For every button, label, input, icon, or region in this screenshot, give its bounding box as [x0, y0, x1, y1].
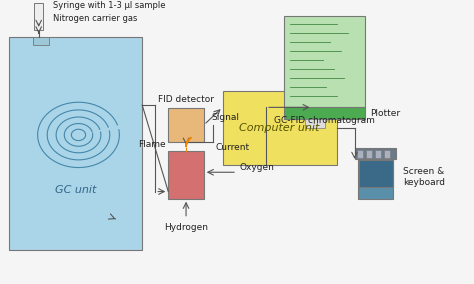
Text: Flame: Flame	[138, 140, 166, 149]
Bar	[284, 107, 365, 119]
Bar	[375, 150, 381, 158]
Bar	[34, 3, 44, 30]
Bar	[223, 91, 337, 165]
Bar	[33, 37, 49, 45]
Bar	[357, 150, 363, 158]
Text: Screen &
keyboard: Screen & keyboard	[403, 167, 446, 187]
Text: GC unit: GC unit	[55, 185, 97, 195]
Text: Syringe with 1-3 μl sample: Syringe with 1-3 μl sample	[53, 1, 165, 10]
Bar	[358, 159, 393, 199]
Text: Oxygen: Oxygen	[239, 164, 274, 172]
Bar	[168, 108, 204, 142]
Text: Signal: Signal	[211, 113, 239, 122]
Bar	[304, 119, 325, 128]
Bar	[384, 150, 390, 158]
Text: Current: Current	[216, 143, 250, 152]
Bar	[284, 16, 365, 107]
Text: Nitrogen carrier gas: Nitrogen carrier gas	[53, 14, 137, 23]
Text: GC-FID chromatogram: GC-FID chromatogram	[274, 116, 375, 125]
Bar	[359, 160, 393, 187]
Bar	[168, 151, 204, 199]
Text: Hydrogen: Hydrogen	[164, 223, 208, 232]
Bar	[9, 37, 142, 250]
Bar	[355, 148, 396, 159]
Text: Plotter: Plotter	[370, 109, 400, 118]
Bar	[366, 150, 372, 158]
Text: FID detector: FID detector	[158, 95, 214, 104]
Text: Computer unit: Computer unit	[239, 123, 320, 133]
